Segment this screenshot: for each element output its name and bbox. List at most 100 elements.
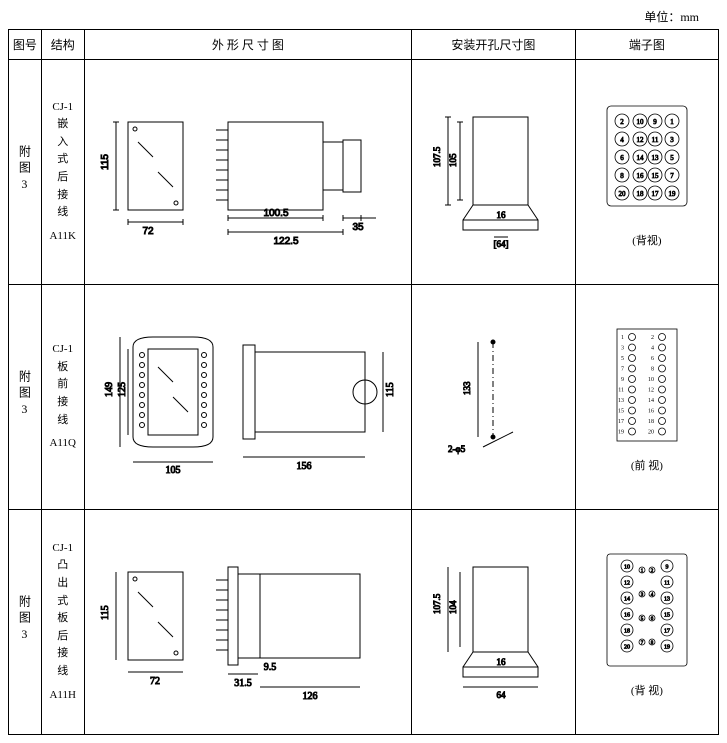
hole-diagram: 133 2-φ5 — [418, 317, 568, 477]
svg-text:8: 8 — [620, 172, 624, 180]
hole-cell: 107.5 104 16 64 — [412, 510, 576, 735]
svg-text:20: 20 — [624, 645, 630, 651]
spec-table: 图号 结构 外 形 尺 寸 图 安装开孔尺寸图 端子图 附图3 CJ-1嵌入式后… — [8, 29, 719, 735]
svg-text:4: 4 — [620, 136, 624, 144]
table-row: 附图3 CJ-1凸出式板后接线 A11H 11 5 72 — [9, 510, 719, 735]
svg-text:4: 4 — [651, 593, 654, 598]
svg-text:8: 8 — [651, 367, 654, 373]
svg-text:105: 105 — [165, 465, 180, 476]
fig-cell: 附图3 — [9, 285, 42, 510]
svg-text:115: 115 — [100, 154, 111, 170]
outline-cell: 149 125 105 115 156 — [84, 285, 411, 510]
terminal-caption: (前 视) — [580, 457, 714, 473]
terminal-caption: (背视) — [580, 232, 714, 248]
svg-text:14: 14 — [648, 398, 654, 404]
svg-text:9: 9 — [665, 565, 668, 571]
struct-name: CJ-1嵌入式后接线 — [46, 99, 80, 222]
header-hole: 安装开孔尺寸图 — [412, 30, 576, 60]
svg-text:5: 5 — [641, 617, 644, 622]
struct-name: CJ-1凸出式板后接线 — [46, 540, 80, 681]
svg-text:35: 35 — [352, 222, 364, 233]
svg-text:11: 11 — [652, 136, 659, 144]
svg-text:107.5: 107.5 — [432, 146, 442, 167]
struct-code: A11Q — [46, 435, 80, 453]
svg-text:12: 12 — [624, 581, 630, 587]
svg-text:104: 104 — [448, 600, 458, 614]
svg-text:9.5: 9.5 — [264, 662, 277, 673]
svg-text:105: 105 — [448, 153, 458, 167]
struct-code: A11H — [46, 687, 80, 705]
outline-diagram: 149 125 105 115 156 — [98, 317, 398, 477]
svg-text:2-φ5: 2-φ5 — [448, 444, 466, 454]
header-struct: 结构 — [41, 30, 84, 60]
terminal-diagram: 2 10 9 1 4 12 11 3 6 14 13 5 8 — [592, 96, 702, 226]
svg-text:19: 19 — [664, 645, 670, 651]
svg-text:20: 20 — [648, 430, 654, 436]
svg-text:1: 1 — [621, 335, 624, 341]
svg-text:126: 126 — [302, 691, 317, 702]
header-outline: 外 形 尺 寸 图 — [84, 30, 411, 60]
svg-text:12: 12 — [648, 388, 654, 394]
svg-text:16: 16 — [497, 657, 507, 667]
table-row: 附图3 CJ-1嵌入式后接线 A11K 115 — [9, 60, 719, 285]
svg-text:8: 8 — [651, 641, 654, 646]
svg-text:6: 6 — [651, 617, 654, 622]
svg-text:9: 9 — [653, 118, 657, 126]
header-fig: 图号 — [9, 30, 42, 60]
svg-text:19: 19 — [618, 430, 624, 436]
svg-text:17: 17 — [618, 419, 624, 425]
svg-text:16: 16 — [624, 613, 630, 619]
fig-cell: 附图3 — [9, 510, 42, 735]
svg-text:125: 125 — [117, 382, 128, 397]
svg-text:115: 115 — [385, 382, 396, 397]
svg-text:72: 72 — [150, 676, 160, 687]
svg-text:4: 4 — [651, 346, 654, 352]
svg-text:[64]: [64] — [494, 239, 509, 249]
svg-text:17: 17 — [651, 190, 659, 198]
svg-text:14: 14 — [636, 154, 644, 162]
svg-text:3: 3 — [641, 593, 644, 598]
outline-diagram: 115 72 — [98, 92, 398, 252]
terminal-diagram: 1091211141316151817201912345678 — [592, 546, 702, 676]
svg-text:149: 149 — [104, 382, 115, 397]
header-terminal: 端子图 — [575, 30, 718, 60]
svg-text:18: 18 — [624, 629, 630, 635]
svg-text:5: 5 — [670, 154, 674, 162]
svg-text:10: 10 — [636, 118, 644, 126]
svg-text:14: 14 — [624, 597, 630, 603]
table-body: 附图3 CJ-1嵌入式后接线 A11K 115 — [9, 60, 719, 735]
svg-text:107.5: 107.5 — [432, 593, 442, 614]
svg-text:10: 10 — [624, 565, 630, 571]
svg-text:10: 10 — [648, 377, 654, 383]
svg-text:13: 13 — [651, 154, 659, 162]
svg-text:2: 2 — [620, 118, 624, 126]
outline-cell: 115 72 — [84, 60, 411, 285]
table-row: 附图3 CJ-1板前接线 A11Q 14 — [9, 285, 719, 510]
header-row: 图号 结构 外 形 尺 寸 图 安装开孔尺寸图 端子图 — [9, 30, 719, 60]
struct-cell: CJ-1板前接线 A11Q — [41, 285, 84, 510]
fig-label: 附图3 — [16, 370, 33, 420]
svg-text:12: 12 — [636, 136, 644, 144]
svg-text:19: 19 — [668, 190, 676, 198]
svg-text:17: 17 — [664, 629, 670, 635]
svg-text:6: 6 — [651, 356, 654, 362]
struct-cell: CJ-1嵌入式后接线 A11K — [41, 60, 84, 285]
svg-text:31.5: 31.5 — [234, 678, 252, 689]
svg-text:122.5: 122.5 — [273, 236, 298, 247]
svg-text:18: 18 — [636, 190, 644, 198]
svg-text:15: 15 — [618, 409, 624, 415]
svg-text:100.5: 100.5 — [263, 208, 288, 219]
outline-diagram: 115 72 31.5 9.5 126 — [98, 542, 398, 702]
unit-label: 单位：mm — [8, 8, 719, 25]
svg-text:1: 1 — [670, 118, 674, 126]
struct-code: A11K — [46, 228, 80, 246]
svg-text:6: 6 — [620, 154, 624, 162]
svg-text:11: 11 — [618, 388, 624, 394]
hole-cell: 133 2-φ5 — [412, 285, 576, 510]
svg-text:2: 2 — [651, 569, 654, 574]
terminal-diagram: 1234567891011121314151617181920 — [597, 321, 697, 451]
svg-text:11: 11 — [664, 581, 670, 587]
svg-text:3: 3 — [670, 136, 674, 144]
svg-text:3: 3 — [621, 346, 624, 352]
svg-text:16: 16 — [497, 210, 507, 220]
